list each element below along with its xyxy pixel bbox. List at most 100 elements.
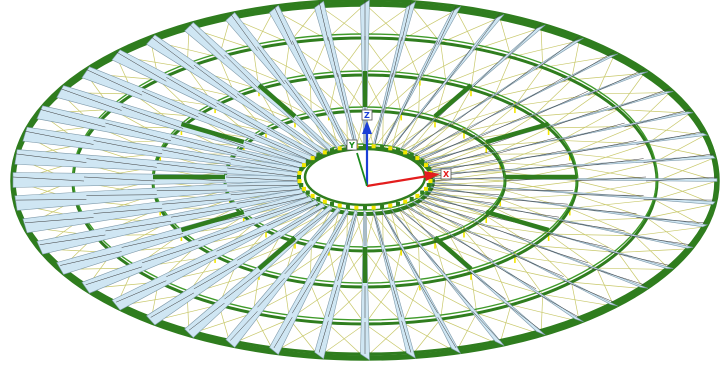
truss-web-member: [273, 317, 293, 349]
truss-web-member: [86, 194, 157, 196]
compression-ring-node: [363, 206, 367, 210]
truss-web-member: [257, 46, 285, 85]
bracing-member: [571, 72, 645, 81]
bracing-member: [364, 74, 384, 112]
bracing-member: [364, 5, 412, 39]
compression-ring-node: [426, 166, 431, 171]
truss-web-member: [558, 220, 625, 232]
truss-web-member: [412, 204, 464, 227]
bracing-member: [499, 304, 512, 345]
bracing-member: [654, 134, 706, 163]
truss-web-member: [373, 108, 384, 149]
bracing-member: [423, 197, 495, 209]
truss-web-member: [401, 1, 412, 42]
bracing-member: [326, 322, 366, 359]
z-axis-label: Z: [364, 111, 370, 120]
truss-web-member: [310, 247, 330, 279]
bracing-member: [548, 233, 635, 237]
truss-web-member: [216, 102, 267, 133]
bracing-member: [500, 140, 561, 164]
compression-ring-node: [337, 203, 342, 208]
truss-web-member: [437, 317, 457, 349]
truss-web-member: [624, 109, 691, 128]
radial-truss: [225, 206, 341, 348]
truss-web-member: [237, 93, 281, 127]
bracing-member: [402, 283, 421, 323]
bracing-member: [617, 248, 691, 253]
bracing-member: [383, 78, 421, 112]
truss-web-member: [573, 194, 644, 196]
bracing-member: [418, 245, 421, 284]
bracing-member: [576, 180, 655, 201]
bracing-member: [470, 272, 478, 314]
radial-truss: [431, 182, 716, 205]
truss-web-member: [284, 79, 313, 118]
bracing-member: [289, 318, 320, 357]
truss-web-member: [24, 217, 94, 224]
truss-web-member: [188, 23, 225, 60]
truss-web-member: [398, 117, 435, 153]
bracing-member: [548, 233, 597, 269]
truss-web-member: [257, 277, 285, 308]
radial-green-beam: [257, 83, 297, 119]
truss-web-member: [39, 109, 106, 128]
compression-ring-node: [409, 153, 414, 158]
bracing-member: [540, 294, 544, 335]
bracing-member: [402, 322, 457, 353]
truss-web-member: [419, 282, 438, 314]
bracing-member: [476, 27, 542, 50]
truss-web-member: [254, 134, 312, 162]
compression-ring-node: [423, 163, 428, 168]
bracing-member: [560, 217, 648, 222]
truss-web-member: [418, 200, 476, 220]
compression-ring-node: [354, 205, 359, 210]
compression-ring-node: [299, 183, 304, 188]
bracing-member: [440, 42, 447, 84]
compression-ring-node: [426, 183, 431, 188]
truss-web-member: [170, 136, 237, 155]
bracing-member: [364, 38, 404, 76]
compression-ring-node: [316, 153, 321, 158]
truss-web-member: [311, 211, 340, 241]
truss-web-member: [472, 311, 500, 341]
bracing-member: [596, 55, 615, 95]
bracing-member: [440, 278, 447, 320]
bracing-member: [440, 17, 500, 44]
bracing-member: [654, 180, 718, 201]
radial-green-beam: [180, 209, 245, 233]
truss-web-member: [563, 280, 614, 303]
compression-ring-node: [388, 203, 393, 208]
truss-web-member: [445, 46, 473, 85]
compression-ring-node: [330, 148, 334, 153]
truss-web-member: [417, 79, 446, 118]
bracing-member: [373, 213, 402, 249]
bracing-member: [463, 230, 534, 246]
compression-ring-node: [345, 204, 350, 209]
truss-web-member: [16, 199, 87, 201]
compression-ring-node: [297, 175, 301, 179]
truss-web-member: [567, 140, 637, 155]
truss-web-member: [141, 90, 199, 118]
bracing-member: [406, 206, 436, 242]
truss-web-member: [266, 204, 318, 227]
bracing-member: [493, 57, 512, 98]
truss-web-member: [292, 40, 311, 80]
truss-web-member: [337, 72, 348, 113]
truss-web-member: [60, 88, 122, 111]
truss-web-member: [373, 213, 384, 246]
bracing-member: [510, 304, 580, 322]
radial-truss: [372, 209, 416, 359]
truss-web-member: [463, 229, 514, 252]
truss-web-member: [437, 5, 457, 45]
truss-web-member: [237, 235, 281, 261]
compression-ring-node: [403, 199, 408, 204]
radial-truss: [111, 199, 319, 311]
truss-web-member: [280, 206, 324, 232]
truss-web-member: [39, 234, 106, 245]
truss-web-member: [427, 150, 494, 169]
compression-ring-node: [302, 186, 307, 191]
compression-ring-node: [310, 193, 315, 198]
truss-web-member: [573, 158, 644, 168]
